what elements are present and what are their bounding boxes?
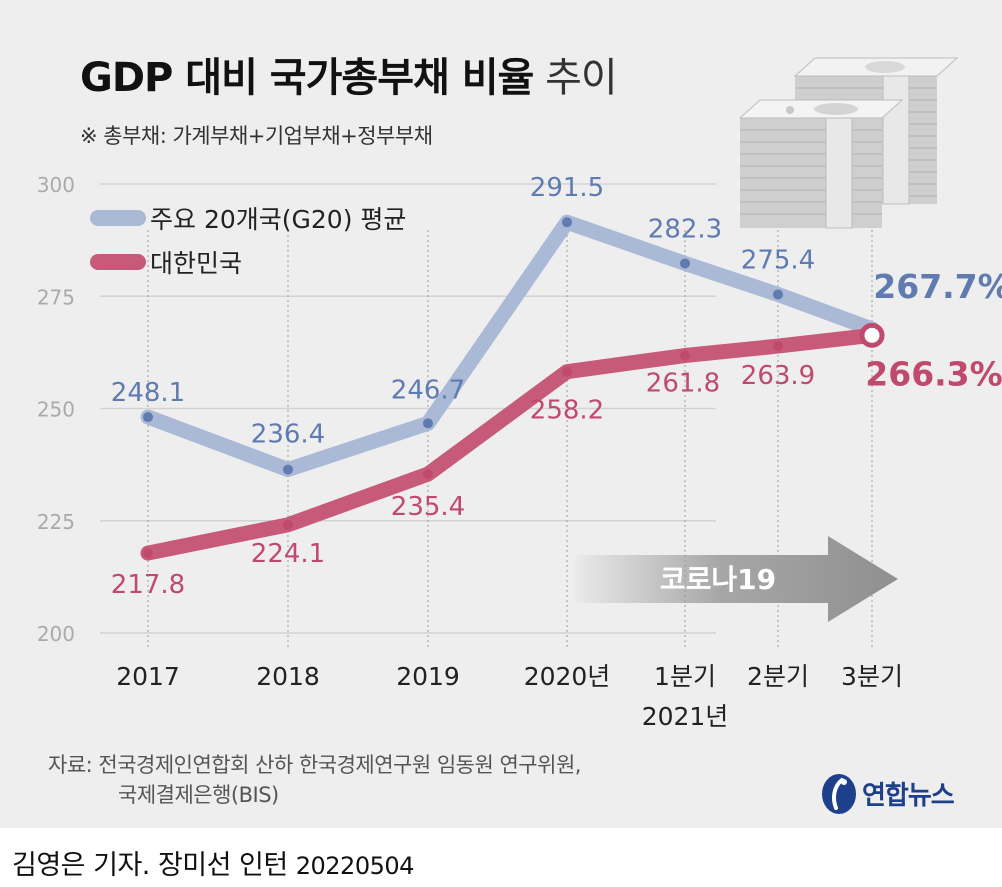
series-point: [143, 548, 153, 559]
data-label-latest: 267.7%: [873, 267, 1002, 306]
y-tick-label: 200: [37, 622, 75, 646]
x-tick-label: 1분기: [654, 662, 716, 691]
x-tick-sublabel: 2021년: [642, 702, 729, 731]
series-point: [773, 341, 783, 352]
covid-arrow-label: 코로나19: [660, 563, 776, 596]
data-label: 248.1: [111, 378, 185, 408]
source-note: 자료: 전국경제인연합회 산하 한국경제연구원 임동원 연구위원, 국제결제은행…: [48, 750, 581, 810]
money-stack-icon: [738, 57, 959, 229]
x-tick-label: 3분기: [841, 662, 903, 691]
covid-arrow: 코로나19: [575, 536, 898, 622]
source-line-2: 국제결제은행(BIS): [118, 783, 279, 807]
title-bold: GDP 대비 국가총부채 비율: [80, 55, 534, 101]
data-label: 291.5: [530, 173, 604, 203]
series-point: [423, 418, 433, 429]
x-tick-label: 2018: [256, 662, 320, 691]
data-label: 246.7: [391, 375, 465, 405]
x-tick-label: 2019: [396, 662, 460, 691]
data-label: 258.2: [530, 396, 604, 426]
covid-arrow-shape: [575, 536, 898, 622]
title-light: 추이: [545, 55, 618, 101]
series-point: [773, 289, 783, 300]
legend: 주요 20개국(G20) 평균 대한민국: [90, 205, 406, 278]
source-line-1: 자료: 전국경제인연합회 산하 한국경제연구원 임동원 연구위원,: [48, 753, 581, 777]
y-tick-label: 300: [37, 173, 75, 197]
series-point: [680, 258, 690, 269]
y-tick-label: 250: [37, 398, 75, 422]
series-point: [283, 464, 293, 475]
x-axis-ticks: 2017 2018 2019 2020년 1분기 2021년 2분기 3분기: [116, 662, 903, 731]
credit-authors: 김영은 기자. 장미선 인턴: [12, 850, 288, 881]
debt-definition-note: ※ 총부채: 가계부채+기업부채+정부부채: [80, 124, 433, 148]
data-label: 217.8: [111, 570, 185, 600]
yonhap-logo-text: 연합뉴스: [862, 780, 955, 811]
x-tick-label: 2분기: [747, 662, 809, 691]
y-axis-ticks: 200 225 250 275 300: [37, 173, 75, 646]
data-labels: 248.1 236.4 246.7 291.5 282.3 275.4 267.7% 217.…: [111, 173, 1002, 600]
data-label: 224.1: [251, 539, 325, 569]
yonhap-logo: 연합뉴스: [820, 770, 955, 816]
chart: 200 225 250 275 300 코로나19 248.1 236.4 246.7 291…: [37, 57, 1002, 731]
credit-line: 김영은 기자. 장미선 인턴 20220504: [12, 843, 414, 882]
series-point-end-marker: [859, 322, 885, 348]
series-point: [562, 217, 572, 228]
y-tick-label: 275: [37, 285, 75, 309]
series-point: [562, 366, 572, 377]
data-label-latest: 266.3%: [865, 354, 1002, 393]
gridlines: [100, 183, 716, 634]
yonhap-logo-icon: [822, 774, 856, 814]
y-tick-label: 225: [37, 510, 75, 534]
x-tick-label: 2020년: [524, 662, 611, 691]
credit-date: 20220504: [295, 852, 415, 880]
data-label: 235.4: [391, 492, 465, 522]
series-point: [143, 412, 153, 423]
series-lines: [140, 214, 885, 561]
data-label: 236.4: [251, 420, 325, 450]
series-point: [423, 469, 433, 480]
legend-label-g20: 주요 20개국(G20) 평균: [150, 205, 406, 234]
data-label: 263.9: [741, 361, 815, 391]
footer-strip: [0, 828, 1002, 887]
x-tick-label: 2017: [116, 662, 180, 691]
legend-label-korea: 대한민국: [150, 249, 242, 278]
data-label: 275.4: [741, 245, 815, 275]
series-point: [680, 350, 690, 361]
data-label: 261.8: [646, 369, 720, 399]
page-title: GDP 대비 국가총부채 비율 추이: [80, 45, 618, 103]
data-label: 282.3: [648, 214, 722, 244]
series-point: [283, 519, 293, 530]
